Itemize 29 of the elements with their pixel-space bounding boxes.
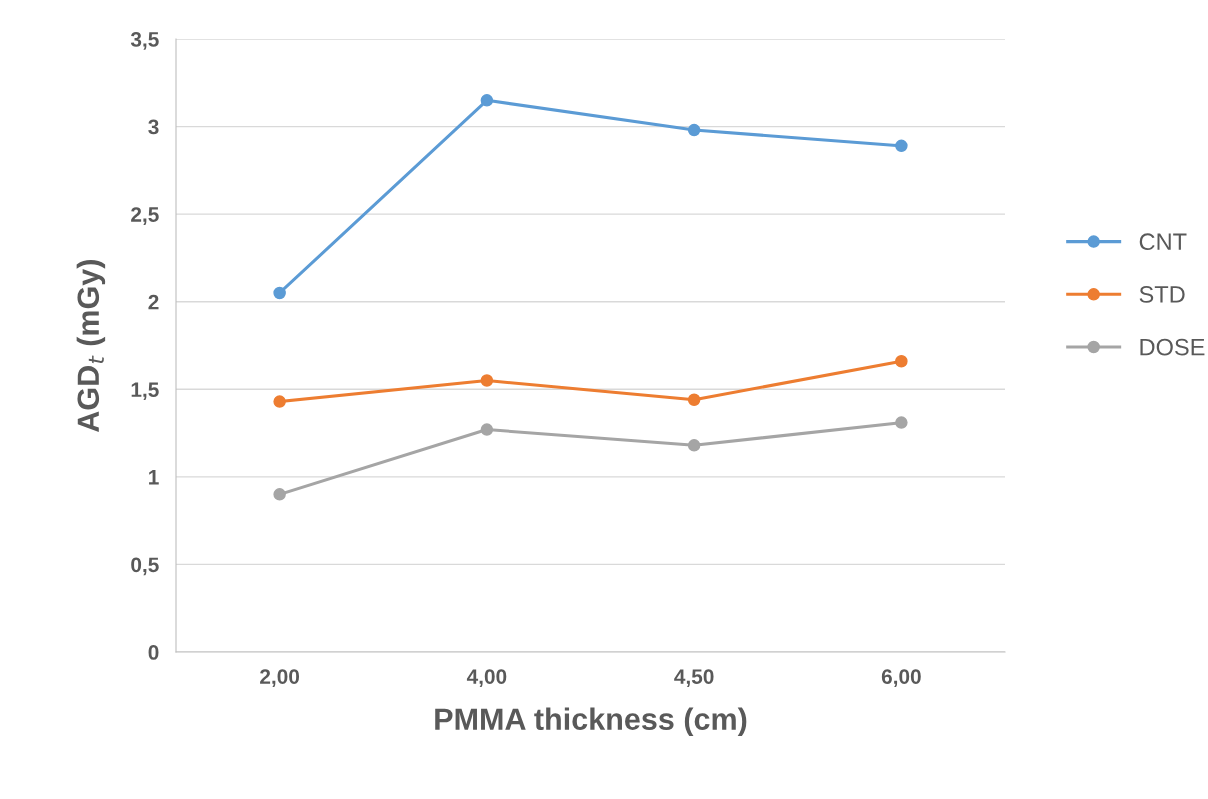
y-tick-label: 0	[148, 645, 159, 660]
y-tick-label: 0,5	[131, 557, 159, 576]
point	[895, 416, 908, 429]
y-axis-title: AGD$_{t}$ (mGy)	[76, 260, 106, 432]
x-tick-label: 2,00	[260, 669, 300, 687]
x-axis-title: PMMA thickness (cm)	[435, 707, 747, 737]
y-tick-label: 2,5	[131, 207, 159, 225]
x-tick-label: 4,50	[674, 669, 714, 687]
point	[480, 94, 494, 107]
point	[895, 139, 908, 153]
legend-label: DOSE	[1140, 338, 1205, 356]
y-tick-label: 1	[149, 470, 159, 485]
point	[687, 439, 701, 452]
x-tick-label: 6,00	[881, 669, 921, 687]
point	[687, 393, 701, 407]
point	[895, 355, 908, 368]
point	[273, 395, 286, 408]
y-tick-label: 3	[148, 119, 159, 135]
y-tick-label: 3,5	[130, 32, 159, 50]
x-tick-label: 4,00	[466, 669, 507, 687]
point	[480, 374, 494, 387]
y-tick-label: 1,5	[131, 382, 159, 401]
legend-label: CNT	[1139, 233, 1187, 251]
point	[480, 423, 494, 436]
point	[273, 286, 286, 300]
point	[687, 123, 701, 137]
point	[273, 488, 286, 501]
legend-label: STD	[1139, 286, 1185, 303]
y-tick-label: 2	[148, 294, 159, 310]
